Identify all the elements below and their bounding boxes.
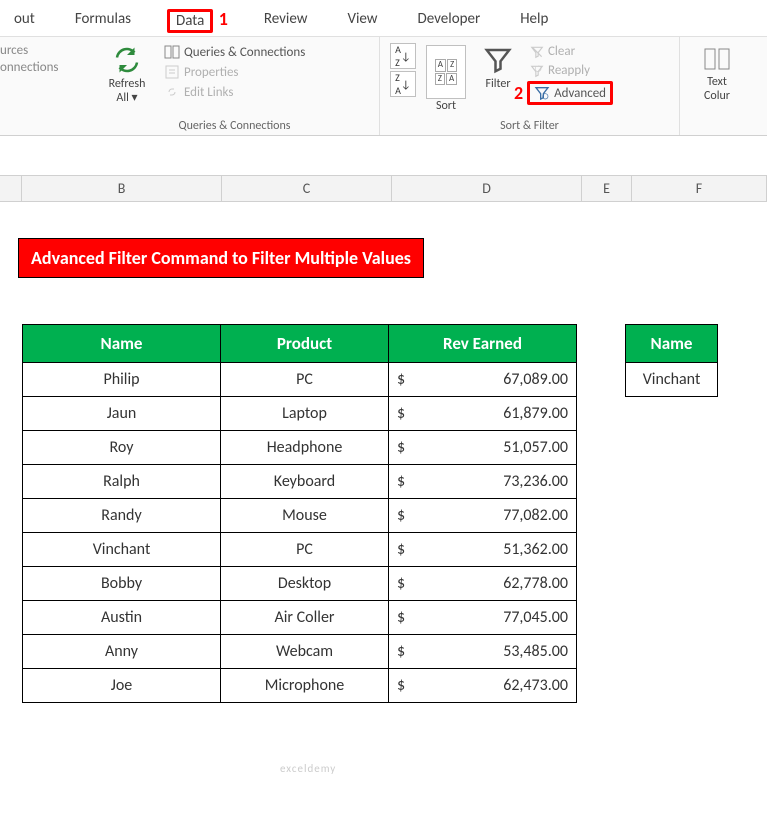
cell-product[interactable]: Keyboard xyxy=(221,465,389,499)
text-to-columns-button[interactable]: Text Colur xyxy=(690,43,744,106)
properties-button: Properties xyxy=(162,63,307,81)
tab-help[interactable]: Help xyxy=(516,8,552,30)
col-header-e[interactable]: E xyxy=(582,176,632,201)
sort-az-button[interactable]: AZ↓ xyxy=(390,43,416,69)
col-header-c[interactable]: C xyxy=(222,176,392,201)
main-table: Name Product Rev Earned PhilipPC$67,089.… xyxy=(22,324,577,703)
group-queries-label: Queries & Connections xyxy=(100,115,369,133)
cell-rev[interactable]: $53,485.00 xyxy=(389,635,577,669)
cell-name[interactable]: Vinchant xyxy=(23,533,221,567)
ribbon-body: urces onnections Refresh All ▾ Queries &… xyxy=(0,37,767,136)
tab-out[interactable]: out xyxy=(10,8,39,30)
edit-links-button: Edit Links xyxy=(162,83,307,101)
table-row[interactable]: AustinAir Coller$77,045.00 xyxy=(23,601,577,635)
text-columns-icon xyxy=(703,45,731,73)
cell-rev[interactable]: $77,082.00 xyxy=(389,499,577,533)
criteria-header: Name xyxy=(626,325,718,363)
cell-rev[interactable]: $73,236.00 xyxy=(389,465,577,499)
cell-name[interactable]: Randy xyxy=(23,499,221,533)
cell-product[interactable]: PC xyxy=(221,363,389,397)
trunc-sources: urces xyxy=(0,43,59,58)
formula-bar[interactable] xyxy=(0,146,767,176)
group-sortfilter-label: Sort & Filter xyxy=(390,115,669,133)
th-name: Name xyxy=(23,325,221,363)
trunc-connections: onnections xyxy=(0,60,59,75)
table-row[interactable]: BobbyDesktop$62,778.00 xyxy=(23,567,577,601)
sort-za-button[interactable]: ZA↓ xyxy=(390,71,416,97)
queries-icon xyxy=(164,44,180,60)
cell-rev[interactable]: $62,473.00 xyxy=(389,669,577,703)
funnel-icon xyxy=(483,45,513,75)
column-headers: B C D E F xyxy=(0,176,767,202)
reapply-icon xyxy=(530,64,544,78)
col-header-f[interactable]: F xyxy=(632,176,767,201)
table-row[interactable]: PhilipPC$67,089.00 xyxy=(23,363,577,397)
cell-rev[interactable]: $51,057.00 xyxy=(389,431,577,465)
clear-button: Clear xyxy=(528,43,613,60)
properties-icon xyxy=(164,64,180,80)
select-all-corner[interactable] xyxy=(0,176,22,201)
cell-product[interactable]: PC xyxy=(221,533,389,567)
col-header-b[interactable]: B xyxy=(22,176,222,201)
clear-icon xyxy=(530,45,544,59)
cell-product[interactable]: Air Coller xyxy=(221,601,389,635)
cell-rev[interactable]: $51,362.00 xyxy=(389,533,577,567)
tab-review[interactable]: Review xyxy=(260,8,312,30)
cell-rev[interactable]: $62,778.00 xyxy=(389,567,577,601)
col-header-d[interactable]: D xyxy=(392,176,582,201)
cell-rev[interactable]: $61,879.00 xyxy=(389,397,577,431)
cell-name[interactable]: Joe xyxy=(23,669,221,703)
criteria-value[interactable]: Vinchant xyxy=(626,363,718,397)
cell-product[interactable]: Laptop xyxy=(221,397,389,431)
cell-name[interactable]: Jaun xyxy=(23,397,221,431)
criteria-table: Name Vinchant xyxy=(625,324,718,397)
watermark: exceldemy xyxy=(280,762,336,775)
cell-name[interactable]: Anny xyxy=(23,635,221,669)
cell-product[interactable]: Headphone xyxy=(221,431,389,465)
cell-name[interactable]: Ralph xyxy=(23,465,221,499)
tab-data[interactable]: Data xyxy=(167,9,213,33)
th-rev: Rev Earned xyxy=(389,325,577,363)
sort-button[interactable]: AZ ZA Sort xyxy=(424,43,468,115)
refresh-all-button[interactable]: Refresh All ▾ xyxy=(100,43,154,108)
table-row[interactable]: JaunLaptop$61,879.00 xyxy=(23,397,577,431)
title-cell: Advanced Filter Command to Filter Multip… xyxy=(18,238,424,278)
links-icon xyxy=(164,84,180,100)
cell-name[interactable]: Bobby xyxy=(23,567,221,601)
cell-name[interactable]: Austin xyxy=(23,601,221,635)
th-product: Product xyxy=(221,325,389,363)
table-row[interactable]: JoeMicrophone$62,473.00 xyxy=(23,669,577,703)
table-row[interactable]: RalphKeyboard$73,236.00 xyxy=(23,465,577,499)
table-row[interactable]: RoyHeadphone$51,057.00 xyxy=(23,431,577,465)
queries-connections-button[interactable]: Queries & Connections xyxy=(162,43,307,61)
refresh-icon xyxy=(112,45,142,75)
sheet-area: Advanced Filter Command to Filter Multip… xyxy=(0,202,767,703)
table-row[interactable]: AnnyWebcam$53,485.00 xyxy=(23,635,577,669)
cell-rev[interactable]: $67,089.00 xyxy=(389,363,577,397)
table-row[interactable]: VinchantPC$51,362.00 xyxy=(23,533,577,567)
cell-name[interactable]: Philip xyxy=(23,363,221,397)
cell-product[interactable]: Microphone xyxy=(221,669,389,703)
cell-product[interactable]: Mouse xyxy=(221,499,389,533)
table-row[interactable]: RandyMouse$77,082.00 xyxy=(23,499,577,533)
tab-formulas[interactable]: Formulas xyxy=(71,8,135,30)
cell-name[interactable]: Roy xyxy=(23,431,221,465)
advanced-button[interactable]: Advanced xyxy=(527,81,613,105)
advanced-icon xyxy=(534,85,550,101)
tab-developer[interactable]: Developer xyxy=(414,8,485,30)
callout-1: 1 xyxy=(219,8,228,30)
reapply-button: Reapply xyxy=(528,62,613,79)
ribbon-tabs: out Formulas Data 1 Review View Develope… xyxy=(0,0,767,37)
cell-product[interactable]: Webcam xyxy=(221,635,389,669)
tab-view[interactable]: View xyxy=(343,8,381,30)
cell-rev[interactable]: $77,045.00 xyxy=(389,601,577,635)
cell-product[interactable]: Desktop xyxy=(221,567,389,601)
callout-2: 2 xyxy=(514,82,523,104)
